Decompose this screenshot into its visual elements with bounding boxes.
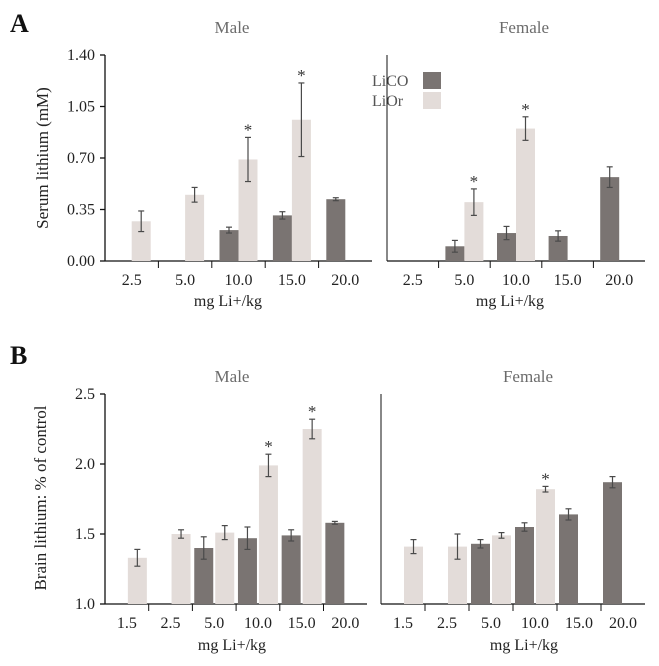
y-tick-label: 1.0 [75, 596, 95, 613]
plot-area: 0.00 0.35 0.70 1.05 1.40 2.5 5.0 10.0 15.0 20.0 * *… [67, 47, 645, 632]
y-tick-label: 0.00 [67, 253, 95, 270]
x-tick-label: 15.0 [554, 272, 582, 289]
x-tick-label: 20.0 [605, 272, 633, 289]
bar-lior [464, 202, 484, 261]
bar-lico [194, 548, 214, 604]
x-tick-label: 10.0 [521, 615, 549, 632]
significance-marker: * [308, 402, 317, 421]
x-tick-label: 1.5 [117, 615, 137, 632]
bar-lico [603, 482, 622, 604]
bar-lior [185, 194, 205, 261]
significance-marker: * [264, 437, 273, 456]
bar-lico [281, 535, 301, 604]
bar-lior [258, 465, 278, 604]
bar-lior [238, 159, 258, 261]
bar-lico [445, 246, 465, 261]
x-tick-label: 5.0 [481, 615, 501, 632]
panel-b-male-x-axis-label: mg Li+/kg [198, 637, 266, 654]
bar-lior [171, 534, 191, 604]
x-tick-label: 5.0 [175, 272, 195, 289]
bar-lior [131, 221, 151, 261]
x-tick-label: 20.0 [331, 615, 359, 632]
bar-lior [536, 489, 555, 604]
bar-lico [600, 177, 620, 261]
panel-a-y-axis-label: Serum lithium (mM) [33, 87, 52, 229]
x-tick-label: 20.0 [609, 615, 637, 632]
x-tick-label: 15.0 [288, 615, 316, 632]
x-tick-label: 10.0 [244, 615, 272, 632]
bar-lico [326, 199, 346, 261]
bar-lico [237, 538, 257, 604]
bar-lico [325, 522, 345, 604]
x-tick-label: 20.0 [331, 272, 359, 289]
legend-label-lico: LiCO [372, 73, 408, 90]
legend-swatch-lior [423, 92, 441, 109]
y-tick-label: 0.35 [67, 202, 95, 219]
significance-marker: * [470, 172, 479, 191]
y-tick-label: 2.0 [75, 456, 95, 473]
x-tick-label: 10.0 [225, 272, 253, 289]
bar-lior [404, 546, 423, 604]
bar-lior [291, 119, 311, 261]
x-tick-label: 15.0 [278, 272, 306, 289]
legend-label-lior: LiOr [372, 93, 404, 110]
x-tick-label: 2.5 [161, 615, 181, 632]
bar-lico [559, 514, 578, 604]
panel-a-male-x-axis-label: mg Li+/kg [194, 293, 262, 310]
panel-label-b: B [10, 341, 27, 370]
bar-lior [516, 128, 535, 261]
x-tick-label: 5.0 [204, 615, 224, 632]
significance-marker: * [541, 469, 550, 488]
x-tick-label: 5.0 [454, 272, 474, 289]
x-tick-label: 15.0 [565, 615, 593, 632]
legend: LiCO LiOr [372, 72, 441, 110]
panel-a-female-x-axis-label: mg Li+/kg [476, 293, 544, 310]
y-tick-label: 1.40 [67, 47, 95, 64]
significance-marker: * [521, 100, 530, 119]
significance-marker: * [244, 120, 253, 139]
y-tick-label: 1.05 [67, 99, 95, 116]
panel-b-female-x-axis-label: mg Li+/kg [490, 637, 558, 654]
bar-lico [548, 235, 568, 261]
y-tick-label: 0.70 [67, 150, 95, 167]
panel-b-y-axis-label: Brain lithium: % of control [31, 405, 50, 590]
bar-lior [448, 546, 467, 604]
legend-swatch-lico [423, 72, 441, 89]
x-tick-label: 10.0 [502, 272, 530, 289]
x-tick-label: 2.5 [122, 272, 142, 289]
significance-marker: * [297, 66, 306, 85]
panel-b-female-title: Female [503, 367, 553, 386]
panel-label-a: A [10, 9, 29, 38]
bar-lior [215, 532, 235, 604]
x-tick-label: 1.5 [393, 615, 413, 632]
y-tick-label: 2.5 [75, 386, 95, 403]
panel-a-male-title: Male [215, 18, 250, 37]
y-tick-label: 1.5 [75, 526, 95, 543]
x-tick-label: 2.5 [437, 615, 457, 632]
bar-lico [471, 543, 490, 604]
bar-lior [492, 535, 511, 604]
bar-lico [515, 527, 534, 604]
bar-lico [219, 230, 239, 261]
panel-a-female-title: Female [499, 18, 549, 37]
bar-lior [127, 557, 147, 604]
bar-lico [272, 215, 292, 261]
x-tick-label: 2.5 [403, 272, 423, 289]
bar-lico [497, 233, 516, 261]
bar-lior [302, 429, 322, 604]
panel-b-male-title: Male [215, 367, 250, 386]
